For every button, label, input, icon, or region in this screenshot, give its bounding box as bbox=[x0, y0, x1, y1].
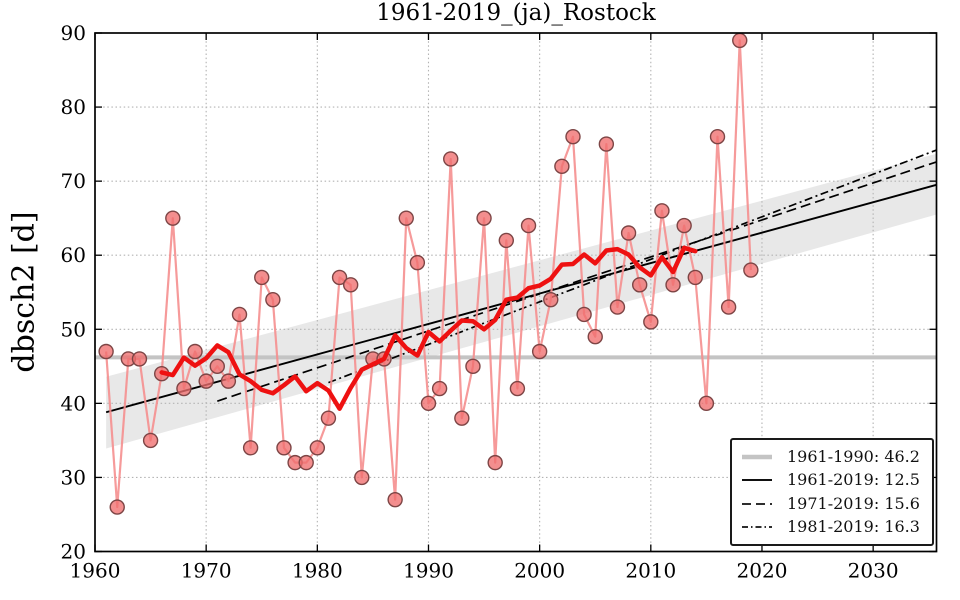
x-tick-1960: 1960 bbox=[70, 559, 121, 583]
data-point-2008 bbox=[620, 225, 637, 241]
x-tick-2000: 2000 bbox=[514, 559, 565, 583]
x-tick-2020: 2020 bbox=[737, 559, 788, 583]
data-point-1988 bbox=[398, 210, 414, 226]
data-point-1989 bbox=[409, 254, 426, 271]
data-point-1961 bbox=[98, 343, 114, 360]
x-tick-1990: 1990 bbox=[403, 559, 454, 583]
data-point-1995 bbox=[476, 210, 492, 226]
data-point-2005 bbox=[587, 328, 603, 345]
data-point-1997 bbox=[498, 232, 515, 249]
data-point-1972 bbox=[220, 373, 237, 389]
data-point-2003 bbox=[565, 128, 581, 145]
y-tick-labels: 20 30 40 50 60 70 80 90 bbox=[61, 21, 86, 564]
chart-legend: 1961-1990: 46.2 1961-2019: 12.5 1971-201… bbox=[730, 438, 934, 546]
data-point-2019 bbox=[743, 262, 759, 278]
data-point-1994 bbox=[465, 358, 481, 375]
legend-item-mean: 1961-1990: 46.2 bbox=[740, 448, 924, 466]
legend-label: 1971-2019: 15.6 bbox=[787, 493, 920, 513]
data-point-1968 bbox=[176, 380, 192, 397]
x-tick-2030: 2030 bbox=[848, 559, 899, 583]
data-point-1980 bbox=[309, 440, 326, 456]
data-point-2013 bbox=[676, 217, 692, 234]
scatter-points bbox=[98, 32, 759, 515]
data-point-2010 bbox=[643, 314, 659, 330]
data-point-1965 bbox=[142, 432, 159, 449]
y-axis-label: dbsch2 [d] bbox=[6, 211, 42, 373]
x-tick-2010: 2010 bbox=[625, 559, 676, 583]
data-point-1992 bbox=[443, 151, 459, 167]
data-point-2007 bbox=[609, 299, 626, 315]
data-point-1962 bbox=[109, 499, 125, 515]
data-point-1998 bbox=[509, 380, 526, 397]
legend-sample-dashdot-line bbox=[742, 526, 772, 529]
data-point-1964 bbox=[131, 351, 148, 367]
data-point-2012 bbox=[665, 277, 681, 293]
x-tick-1980: 1980 bbox=[292, 559, 343, 583]
legend-sample-mean-line bbox=[742, 454, 772, 459]
data-point-1975 bbox=[254, 269, 270, 286]
data-point-1979 bbox=[298, 454, 314, 471]
data-point-1970 bbox=[198, 373, 214, 389]
data-point-2000 bbox=[531, 343, 548, 360]
legend-label: 1961-1990: 46.2 bbox=[787, 446, 920, 466]
y-tick-50: 50 bbox=[61, 317, 86, 341]
data-point-1987 bbox=[387, 491, 403, 508]
legend-label: 1981-2019: 16.3 bbox=[787, 517, 920, 537]
y-tick-20: 20 bbox=[61, 540, 86, 564]
data-point-1984 bbox=[354, 469, 370, 486]
y-tick-90: 90 bbox=[61, 21, 86, 45]
data-point-2006 bbox=[598, 136, 615, 152]
chart-title: 1961-2019_(ja)_Rostock bbox=[376, 0, 656, 26]
trend-line-dashdot bbox=[328, 149, 937, 384]
legend-item-trend-1961: 1961-2019: 12.5 bbox=[740, 471, 924, 489]
y-tick-80: 80 bbox=[61, 95, 86, 119]
data-point-2009 bbox=[631, 277, 648, 293]
data-point-1973 bbox=[231, 306, 248, 323]
data-point-2017 bbox=[720, 299, 737, 315]
x-tick-1970: 1970 bbox=[181, 559, 232, 583]
y-tick-40: 40 bbox=[61, 391, 86, 415]
x-tick-labels: 1960 1970 1980 1990 2000 2010 2020 2030 bbox=[70, 559, 899, 583]
data-point-2011 bbox=[654, 203, 670, 219]
data-point-1991 bbox=[431, 380, 448, 397]
data-point-1969 bbox=[187, 343, 203, 360]
legend-sample-solid-line bbox=[742, 479, 772, 482]
data-point-2014 bbox=[687, 269, 703, 286]
data-point-2004 bbox=[576, 306, 592, 323]
data-point-1993 bbox=[454, 410, 470, 426]
legend-sample-dashed-line bbox=[742, 502, 772, 505]
legend-item-trend-1971: 1971-2019: 15.6 bbox=[740, 495, 924, 513]
confidence-band bbox=[106, 153, 937, 449]
data-point-1976 bbox=[265, 291, 281, 308]
smoothed-line bbox=[159, 245, 698, 411]
data-point-1996 bbox=[487, 454, 503, 471]
data-point-2015 bbox=[698, 395, 715, 412]
data-point-1971 bbox=[209, 358, 225, 375]
legend-label: 1961-2019: 12.5 bbox=[787, 470, 920, 490]
data-point-1974 bbox=[242, 440, 259, 456]
data-point-1999 bbox=[520, 217, 537, 234]
data-point-1983 bbox=[342, 277, 359, 293]
data-point-1990 bbox=[420, 395, 437, 412]
trend-line-dashed bbox=[217, 161, 937, 402]
data-point-2016 bbox=[709, 128, 726, 145]
legend-item-trend-1981: 1981-2019: 16.3 bbox=[740, 518, 924, 536]
data-point-1981 bbox=[320, 410, 337, 426]
y-tick-30: 30 bbox=[61, 465, 86, 489]
data-point-2018 bbox=[732, 32, 748, 49]
data-point-1977 bbox=[276, 440, 292, 456]
y-tick-60: 60 bbox=[61, 243, 86, 267]
data-point-2001 bbox=[543, 291, 559, 308]
data-point-1967 bbox=[165, 210, 181, 226]
y-tick-70: 70 bbox=[61, 169, 86, 193]
data-point-2002 bbox=[554, 158, 570, 175]
data-point-1982 bbox=[331, 269, 348, 286]
